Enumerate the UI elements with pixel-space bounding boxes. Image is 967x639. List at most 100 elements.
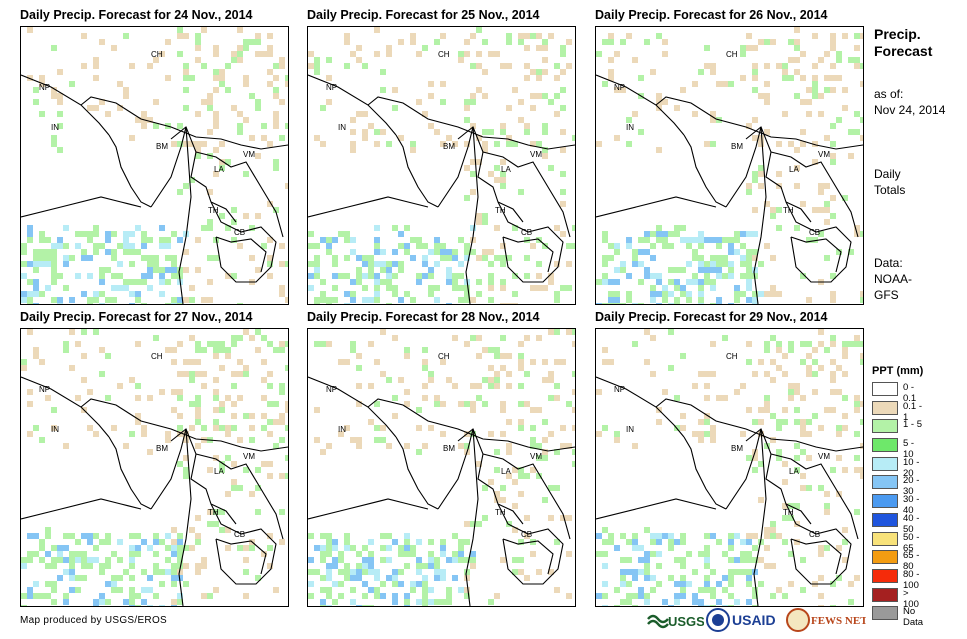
precip-cell	[81, 551, 87, 557]
precip-cell	[830, 467, 836, 473]
precip-cell	[261, 551, 267, 557]
precip-cell	[207, 279, 213, 285]
precip-cell	[674, 297, 680, 303]
precip-cell	[63, 569, 69, 575]
precip-cell	[279, 539, 285, 545]
precip-cell	[440, 243, 446, 249]
precip-cell	[177, 33, 183, 39]
precip-cell	[273, 207, 279, 213]
precip-cell	[572, 449, 575, 455]
precip-cell	[410, 33, 416, 39]
precip-cell	[392, 261, 398, 267]
precip-cell	[764, 371, 770, 377]
precip-cell	[195, 347, 201, 353]
precip-cell	[554, 485, 560, 491]
precip-cell	[536, 455, 542, 461]
precip-cell	[440, 99, 446, 105]
precip-cell	[752, 605, 758, 606]
precip-cell	[57, 297, 63, 303]
precip-cell	[500, 129, 506, 135]
precip-cell	[842, 467, 848, 473]
precip-cell	[704, 575, 710, 581]
precip-cell	[285, 425, 288, 431]
precip-cell	[428, 377, 434, 383]
precip-cell	[213, 45, 219, 51]
precip-cell	[267, 545, 273, 551]
precip-cell	[608, 539, 614, 545]
map-frame: CH NP IN BM VM LA TH CB	[20, 328, 289, 607]
precip-cell	[656, 231, 662, 237]
precip-cell	[308, 557, 314, 563]
border-line	[210, 503, 277, 585]
precip-cell	[129, 575, 135, 581]
precip-cell	[165, 39, 171, 45]
precip-cell	[147, 395, 153, 401]
usaid-logo-text: USAID	[732, 612, 776, 628]
country-label-bm: BM	[731, 142, 743, 151]
precip-cell	[602, 303, 608, 304]
precip-cell	[728, 569, 734, 575]
precip-cell	[27, 557, 33, 563]
precip-cell	[434, 39, 440, 45]
precip-cell	[428, 371, 434, 377]
precip-cell	[464, 587, 470, 593]
precip-cell	[201, 371, 207, 377]
border-line	[195, 151, 284, 238]
precip-cell	[326, 237, 332, 243]
precip-cell	[740, 291, 746, 297]
precip-cell	[231, 425, 237, 431]
precip-cell	[380, 261, 386, 267]
precip-cell	[99, 303, 105, 304]
precip-cell	[458, 297, 464, 303]
precip-cell	[674, 105, 680, 111]
precip-cell	[267, 401, 273, 407]
precip-cell	[308, 231, 314, 237]
precip-cell	[392, 291, 398, 297]
precip-cell	[650, 273, 656, 279]
precip-cell	[686, 261, 692, 267]
precip-cell	[219, 341, 225, 347]
precip-cell	[722, 255, 728, 261]
precip-cell	[812, 93, 818, 99]
precip-cell	[33, 279, 39, 285]
precip-cell	[506, 135, 512, 141]
precip-cell	[818, 329, 824, 335]
precip-cell	[680, 291, 686, 297]
precip-cell	[554, 63, 560, 69]
precip-cell	[794, 93, 800, 99]
precip-cell	[746, 341, 752, 347]
precip-cell	[530, 141, 536, 147]
precip-cell	[716, 255, 722, 261]
precip-cell	[165, 243, 171, 249]
precip-cell	[195, 267, 201, 273]
precip-cell	[824, 491, 830, 497]
precip-cell	[752, 135, 758, 141]
precip-cell	[255, 575, 261, 581]
precip-cell	[111, 249, 117, 255]
precip-cell	[279, 413, 285, 419]
precip-cell	[686, 551, 692, 557]
precip-cell	[171, 599, 177, 605]
precip-cell	[698, 599, 704, 605]
precip-cell	[129, 243, 135, 249]
precip-cell	[189, 141, 195, 147]
precip-cell	[782, 407, 788, 413]
precip-cell	[51, 45, 57, 51]
precip-cell	[560, 105, 566, 111]
precip-cell	[225, 527, 231, 533]
country-label-bm: BM	[156, 444, 168, 453]
precip-cell	[285, 473, 288, 479]
precip-cell	[638, 261, 644, 267]
precip-cell	[93, 249, 99, 255]
side-title-line2: Forecast	[874, 43, 933, 59]
precip-cell	[794, 443, 800, 449]
precip-cell	[692, 273, 698, 279]
precip-cell	[374, 401, 380, 407]
precip-cell	[51, 545, 57, 551]
precip-cell	[57, 93, 63, 99]
precip-cell	[758, 461, 764, 467]
precip-cell	[380, 279, 386, 285]
precip-cell	[225, 87, 231, 93]
precip-cell	[554, 329, 560, 335]
precip-cell	[806, 99, 812, 105]
